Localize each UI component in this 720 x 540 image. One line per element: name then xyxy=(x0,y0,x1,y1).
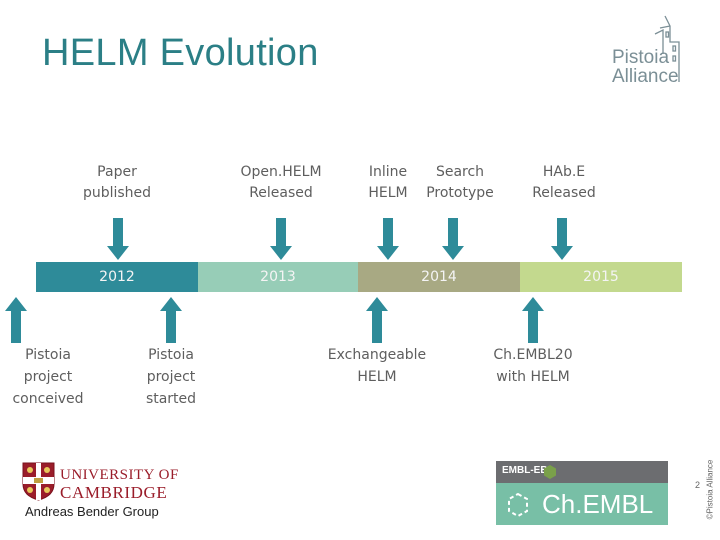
down-arrow-icon xyxy=(270,218,292,260)
timeline-segment-2012: 2012 xyxy=(36,262,198,292)
chembl-header: EMBL-EBI xyxy=(496,461,668,483)
event-paper-published: Paper published xyxy=(82,164,152,201)
logo-line2: Alliance xyxy=(612,66,679,87)
up-arrow-icon xyxy=(522,297,544,343)
event-pistoia-started: Pistoia project started xyxy=(145,347,197,407)
molecule-icon xyxy=(508,492,528,518)
down-arrow-icon xyxy=(377,218,399,260)
up-arrow-icon xyxy=(366,297,388,343)
chembl-logo: EMBL-EBI Ch.EMBL xyxy=(496,461,668,525)
event-exchangeable-helm: Exchangeable HELM xyxy=(327,347,427,385)
event-openhelm-released: Open.HELM Released xyxy=(240,164,322,201)
timeline-segment-2015: 2015 xyxy=(520,262,682,292)
chembl-banner: Ch.EMBL xyxy=(496,483,668,525)
event-chembl20-helm: Ch.EMBL20 with HELM xyxy=(493,347,573,385)
event-habe-released: HAb.E Released xyxy=(532,164,596,201)
event-pistoia-conceived: Pistoia project conceived xyxy=(12,347,84,407)
up-arrow-icon xyxy=(160,297,182,343)
down-arrow-icon xyxy=(551,218,573,260)
event-search-prototype: Search Prototype xyxy=(426,164,494,201)
pistoia-tower-icon xyxy=(654,15,680,82)
down-arrow-icon xyxy=(442,218,464,260)
timeline-segment-2014: 2014 xyxy=(358,262,520,292)
hexagon-icon xyxy=(544,465,556,479)
cambridge-line1: UNIVERSITY OF xyxy=(60,467,179,483)
embl-ebi-label: EMBL-EBI xyxy=(502,465,551,476)
event-inline-helm: Inline HELM xyxy=(368,164,408,201)
logo-line1: Pistoia xyxy=(612,47,670,68)
down-arrow-icon xyxy=(107,218,129,260)
slide-title: HELM Evolution xyxy=(42,32,319,74)
page-number: 2 xyxy=(695,480,701,490)
cambridge-logo: UNIVERSITY OF CAMBRIDGE Andreas Bender G… xyxy=(22,462,192,522)
cambridge-shield-icon xyxy=(22,462,55,501)
up-arrow-icon xyxy=(5,297,27,343)
copyright-notice: ©Pistoia Alliance xyxy=(705,459,715,520)
chembl-label: Ch.EMBL xyxy=(542,489,654,519)
cambridge-line2: CAMBRIDGE xyxy=(60,483,168,502)
timeline-segment-2013: 2013 xyxy=(198,262,358,292)
cambridge-group: Andreas Bender Group xyxy=(25,504,159,519)
